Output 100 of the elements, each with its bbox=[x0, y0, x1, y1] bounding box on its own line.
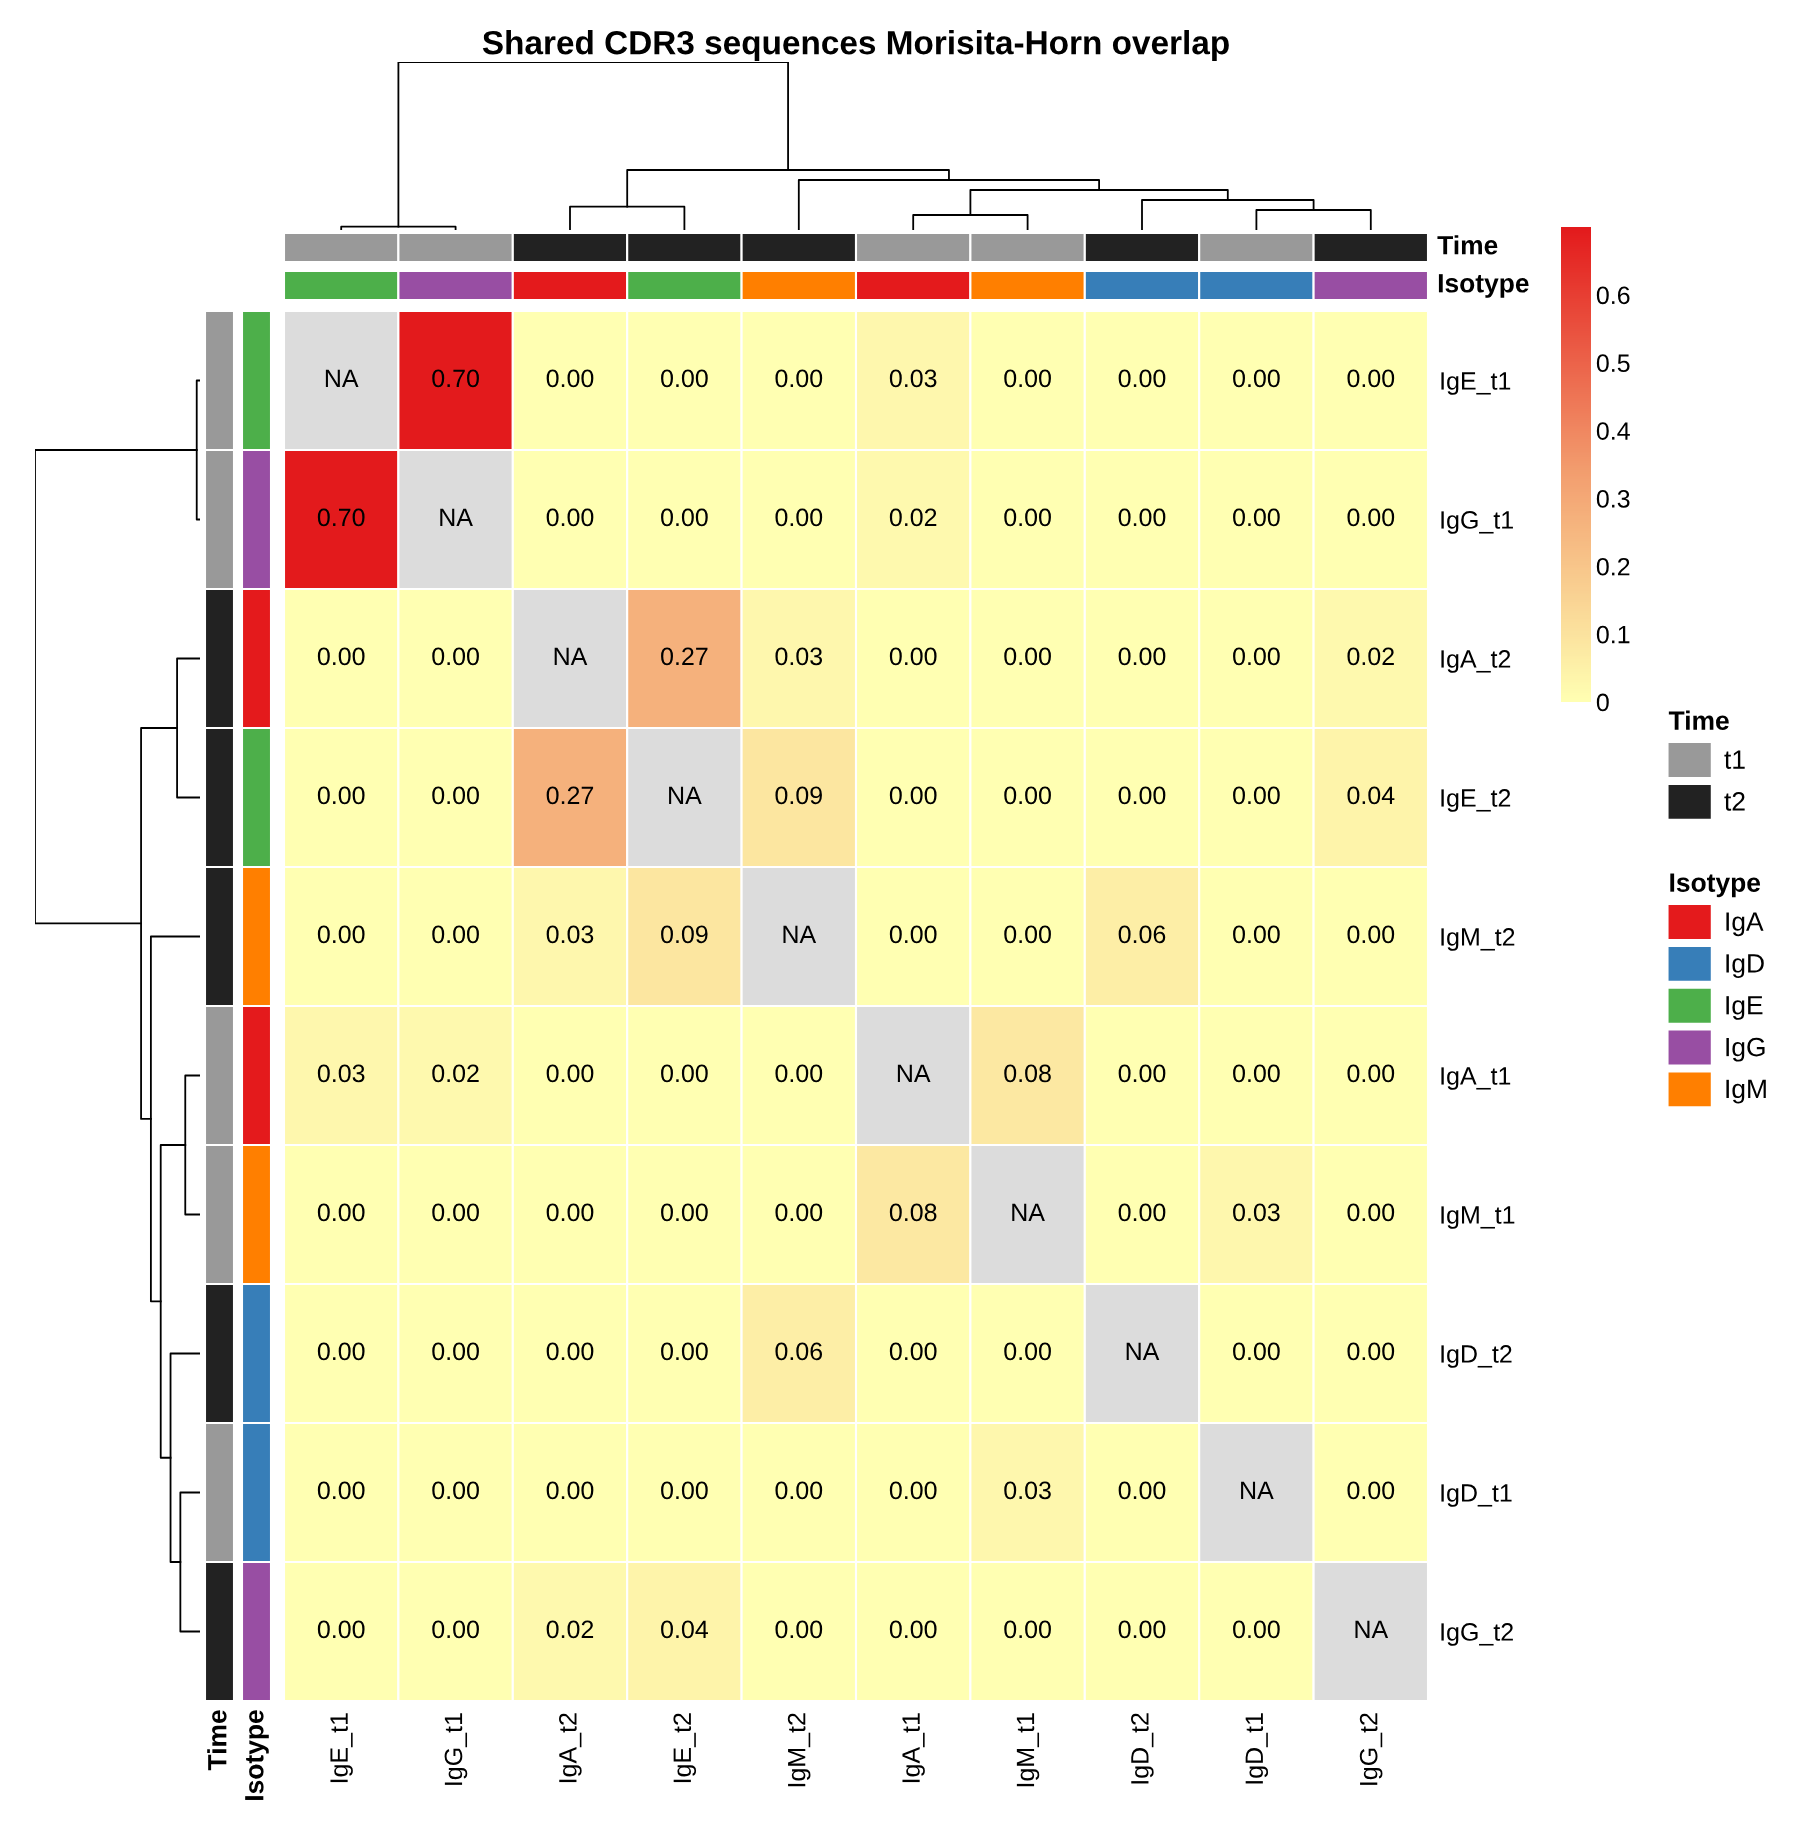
data-label: 0.00 bbox=[775, 1064, 823, 1083]
data-label: 0.70 bbox=[317, 508, 365, 527]
data-label: 0.00 bbox=[1004, 369, 1051, 388]
data-label: 0.00 bbox=[661, 1203, 708, 1222]
x-tick-label: IgG_t2 bbox=[1359, 1713, 1383, 1785]
y-tick-label: IgG_t1 bbox=[1441, 511, 1513, 534]
text: Time bbox=[1437, 235, 1498, 255]
legend-label: IgD bbox=[1726, 954, 1764, 978]
data-label: 0.09 bbox=[775, 786, 822, 805]
text: NA bbox=[440, 508, 473, 526]
x-tick-label: IgA_t1 bbox=[902, 1713, 925, 1783]
data-label: 0.00 bbox=[1118, 1481, 1166, 1500]
data-label: 0.00 bbox=[889, 647, 937, 666]
x-tick-label: IgM_t2 bbox=[787, 1713, 811, 1787]
data-label: 0.00 bbox=[432, 1342, 479, 1361]
data-label: 0.00 bbox=[775, 508, 823, 527]
data-label: 0.00 bbox=[317, 925, 365, 944]
data-label: 0.00 bbox=[889, 1620, 937, 1639]
data-label: 0.00 bbox=[889, 925, 937, 944]
color-bar-label: 0.5 bbox=[1596, 354, 1630, 373]
y-tick-label: IgE_t1 bbox=[1441, 372, 1511, 395]
y-tick-label: IgG_t2 bbox=[1441, 1623, 1513, 1646]
data-label: 0.00 bbox=[432, 647, 479, 666]
data-label: 0.00 bbox=[889, 1342, 937, 1361]
data-label: 0.00 bbox=[661, 1342, 708, 1361]
data-label: 0.00 bbox=[546, 1481, 594, 1500]
data-label: 0.02 bbox=[546, 1620, 594, 1639]
data-label: 0.00 bbox=[775, 369, 823, 388]
data-label: 0.00 bbox=[1347, 508, 1395, 527]
legend-title: Isotype bbox=[1670, 873, 1761, 898]
data-label: 0.03 bbox=[546, 925, 594, 944]
data-label: 0.00 bbox=[317, 786, 365, 805]
legend-title: Time bbox=[1668, 710, 1729, 730]
data-label: 0.00 bbox=[661, 1481, 708, 1500]
y-tick-label: IgA_t1 bbox=[1441, 1067, 1511, 1090]
data-label: 0.00 bbox=[317, 1342, 365, 1361]
text: Isotype bbox=[1438, 274, 1529, 298]
data-label: 0.03 bbox=[775, 647, 823, 666]
legend-label: IgG bbox=[1726, 1037, 1765, 1062]
data-label: 0.00 bbox=[546, 508, 594, 527]
chart-title: Shared CDR3 sequences Morisita-Horn overlap bbox=[482, 30, 1229, 62]
data-label: 0.03 bbox=[1004, 1481, 1051, 1500]
data-label: 0.00 bbox=[546, 1064, 594, 1083]
color-bar-label: 0 bbox=[1596, 693, 1609, 712]
data-label: 0.00 bbox=[432, 1620, 479, 1639]
x-tick-label: IgE_t1 bbox=[330, 1713, 353, 1783]
data-label: 0.00 bbox=[889, 1481, 937, 1500]
data-label: 0.00 bbox=[1118, 1203, 1166, 1222]
legend-label: t1 bbox=[1724, 750, 1745, 769]
data-label: 0.03 bbox=[889, 369, 937, 388]
data-label: 0.03 bbox=[1233, 1203, 1280, 1222]
data-label: 0.00 bbox=[1118, 786, 1166, 805]
text: NA bbox=[669, 786, 702, 804]
data-label: 0.00 bbox=[775, 1620, 823, 1639]
data-label: 0.27 bbox=[661, 647, 708, 666]
chart-title: Isotype bbox=[245, 1710, 269, 1800]
data-label: 0.00 bbox=[1347, 1342, 1395, 1361]
data-label: 0.70 bbox=[432, 369, 479, 388]
y-tick-label: IgM_t1 bbox=[1441, 1206, 1515, 1229]
data-label: 0.00 bbox=[432, 786, 479, 805]
data-label: 0.00 bbox=[1118, 369, 1166, 388]
text: NA bbox=[783, 925, 817, 943]
legend-label: IgA bbox=[1726, 912, 1764, 937]
data-label: 0.00 bbox=[1233, 1342, 1280, 1361]
data-label: 0.00 bbox=[1347, 925, 1395, 944]
data-label: 0.00 bbox=[1004, 508, 1051, 527]
data-label: 0.00 bbox=[1118, 1620, 1166, 1639]
data-label: 0.00 bbox=[1004, 786, 1051, 805]
text: NA bbox=[325, 369, 359, 387]
data-label: 0.00 bbox=[1233, 925, 1280, 944]
data-label: 0.03 bbox=[317, 1064, 365, 1083]
data-label: 0.00 bbox=[1347, 1481, 1395, 1500]
legend-label: t2 bbox=[1724, 792, 1745, 811]
data-label: 0.02 bbox=[432, 1064, 479, 1083]
chart-title: Time bbox=[207, 1710, 227, 1771]
data-label: 0.00 bbox=[546, 369, 594, 388]
color-bar-label: 0.3 bbox=[1596, 490, 1630, 508]
data-label: 0.00 bbox=[1004, 1620, 1051, 1639]
data-label: 0.00 bbox=[432, 1481, 479, 1500]
legend-label: IgE bbox=[1726, 996, 1763, 1020]
data-label: 0.02 bbox=[889, 508, 937, 527]
data-label: 0.00 bbox=[1233, 647, 1280, 666]
color-bar-label: 0.6 bbox=[1596, 286, 1630, 305]
text: NA bbox=[1355, 1620, 1389, 1638]
data-label: 0.00 bbox=[1233, 369, 1280, 388]
color-bar-label: 0.1 bbox=[1596, 625, 1630, 644]
data-label: 0.08 bbox=[1004, 1064, 1051, 1083]
data-label: 0.00 bbox=[432, 925, 479, 944]
y-tick-label: IgD_t2 bbox=[1441, 1345, 1512, 1368]
data-label: 0.00 bbox=[1118, 508, 1166, 527]
text: NA bbox=[1241, 1481, 1274, 1499]
x-tick-label: IgG_t1 bbox=[444, 1713, 468, 1785]
data-label: 0.00 bbox=[1118, 1064, 1166, 1083]
data-label: 0.04 bbox=[1347, 786, 1395, 805]
data-label: 0.00 bbox=[775, 1203, 823, 1222]
data-label: 0.00 bbox=[1233, 786, 1280, 805]
y-tick-label: IgA_t2 bbox=[1441, 650, 1511, 673]
data-label: 0.00 bbox=[1004, 925, 1051, 944]
text: NA bbox=[1012, 1203, 1045, 1221]
x-tick-label: IgA_t2 bbox=[559, 1713, 582, 1783]
